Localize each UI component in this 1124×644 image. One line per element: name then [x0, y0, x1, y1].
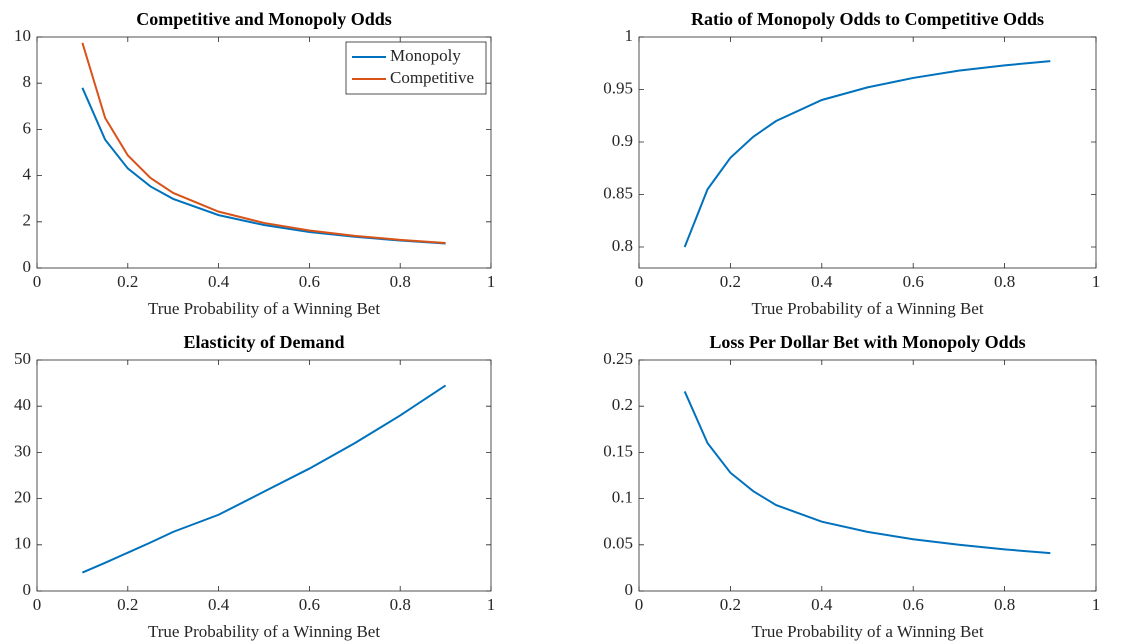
y-tick-label: 20	[14, 488, 31, 507]
x-tick-label: 0	[33, 272, 42, 291]
x-tick-label: 0.8	[390, 272, 411, 291]
x-axis-label: True Probability of a Winning Bet	[148, 299, 380, 318]
y-tick-label: 40	[14, 395, 31, 414]
x-tick-label: 0	[635, 272, 644, 291]
y-tick-label: 2	[23, 211, 32, 230]
y-tick-label: 4	[23, 165, 32, 184]
legend-label: Competitive	[390, 68, 474, 87]
y-tick-label: 1	[625, 26, 634, 45]
x-tick-label: 0.4	[208, 595, 230, 614]
chart-title: Loss Per Dollar Bet with Monopoly Odds	[709, 332, 1025, 352]
x-axis-label: True Probability of a Winning Bet	[751, 622, 983, 641]
y-tick-label: 0	[23, 257, 32, 276]
x-tick-label: 1	[487, 272, 496, 291]
y-tick-label: 8	[23, 72, 32, 91]
x-tick-label: 0	[635, 595, 644, 614]
x-tick-label: 0.6	[903, 595, 924, 614]
x-tick-label: 0	[33, 595, 42, 614]
y-tick-label: 0	[23, 580, 32, 599]
legend-box	[345, 41, 487, 95]
y-tick-label: 10	[14, 26, 31, 45]
y-tick-label: 30	[14, 441, 31, 460]
x-tick-label: 0.4	[208, 272, 230, 291]
subplot: Elasticity of Demand True Probability of …	[14, 332, 495, 641]
x-tick-label: 0.6	[903, 272, 924, 291]
y-tick-label: 0.2	[612, 395, 633, 414]
y-tick-label: 0.8	[612, 236, 633, 255]
y-tick-label: 0.15	[603, 441, 633, 460]
x-tick-label: 1	[1092, 272, 1101, 291]
x-tick-label: 0.2	[117, 272, 138, 291]
chart-title: Elasticity of Demand	[184, 332, 345, 352]
subplot: Loss Per Dollar Bet with Monopoly Odds Tr…	[603, 332, 1100, 641]
x-tick-label: 0.8	[994, 272, 1015, 291]
y-tick-label: 6	[23, 118, 32, 137]
y-tick-label: 0.95	[603, 78, 633, 97]
x-tick-label: 0.4	[811, 272, 833, 291]
x-tick-label: 0.2	[117, 595, 138, 614]
x-tick-label: 0.8	[390, 595, 411, 614]
legend-label: Monopoly	[390, 46, 461, 65]
axes-box	[638, 359, 1097, 592]
x-tick-label: 0.2	[720, 272, 741, 291]
line	[82, 384, 447, 574]
y-tick-label: 0.1	[612, 488, 633, 507]
line	[683, 60, 1051, 248]
x-tick-label: 1	[1092, 595, 1101, 614]
subplot: Ratio of Monopoly Odds to Competitive Od…	[603, 9, 1100, 318]
x-axis-label: True Probability of a Winning Bet	[148, 622, 380, 641]
y-tick-label: 50	[14, 349, 31, 368]
axes-box	[36, 359, 492, 592]
line	[683, 391, 1051, 555]
y-tick-label: 0.9	[612, 131, 633, 150]
line	[81, 42, 446, 244]
x-axis-label: True Probability of a Winning Bet	[751, 299, 983, 318]
y-tick-label: 10	[14, 534, 31, 553]
subplot: Competitive and Monopoly Odds True Probab…	[14, 9, 495, 318]
y-tick-label: 0.25	[603, 349, 633, 368]
y-tick-label: 0	[625, 580, 634, 599]
x-tick-label: 1	[487, 595, 496, 614]
x-tick-label: 0.4	[811, 595, 833, 614]
x-tick-label: 0.6	[299, 272, 320, 291]
chart-title: Ratio of Monopoly Odds to Competitive Od…	[691, 9, 1044, 29]
y-tick-label: 0.85	[603, 183, 633, 202]
axes-box	[638, 36, 1097, 269]
chart-title: Competitive and Monopoly Odds	[136, 9, 392, 29]
y-tick-label: 0.05	[603, 534, 633, 553]
x-tick-label: 0.2	[720, 595, 741, 614]
x-tick-label: 0.6	[299, 595, 320, 614]
x-tick-label: 0.8	[994, 595, 1015, 614]
